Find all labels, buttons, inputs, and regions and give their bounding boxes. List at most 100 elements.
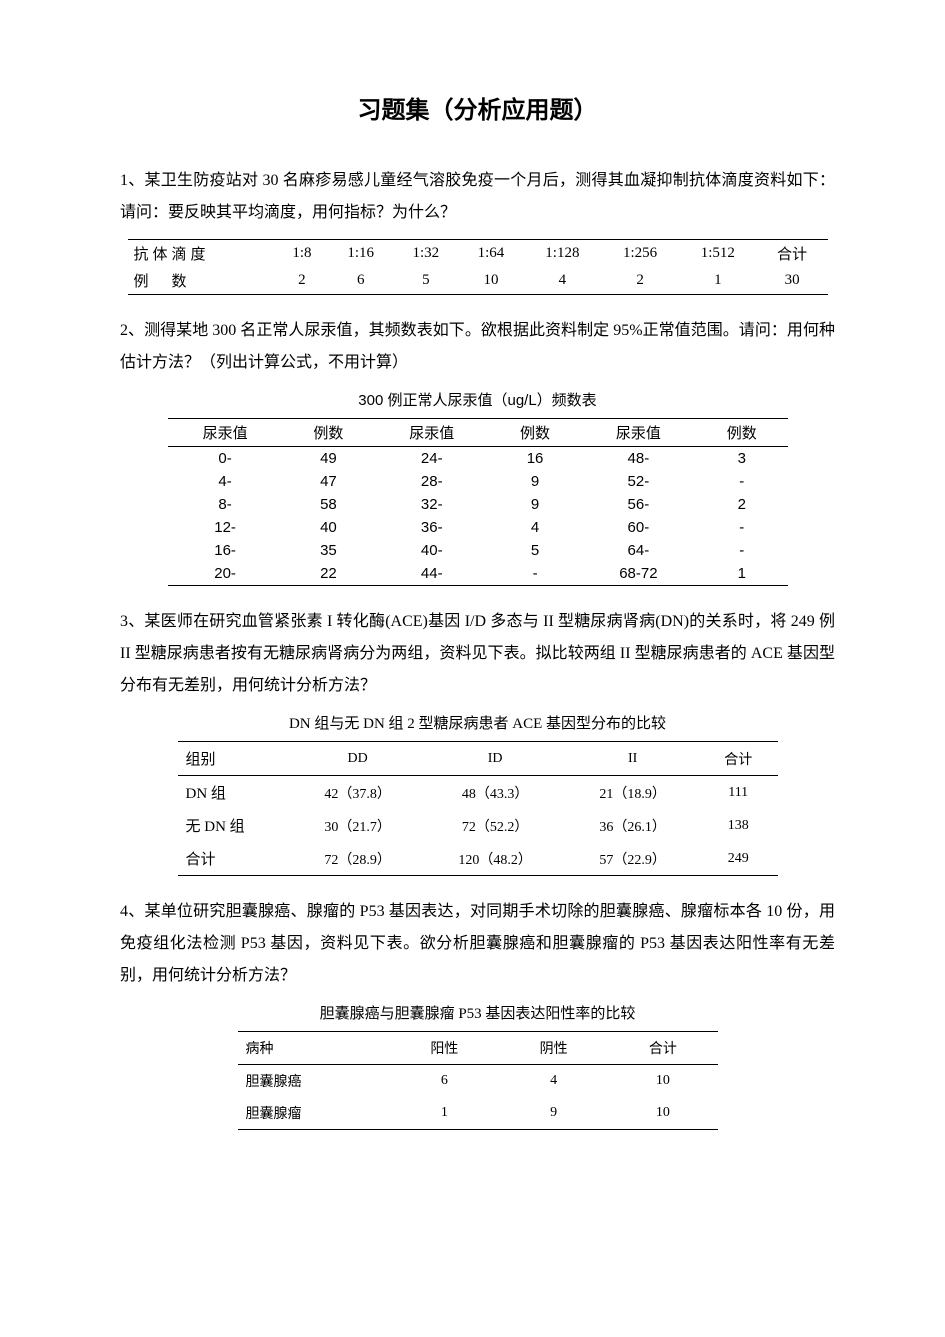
- table-3: 组别 DD ID II 合计 DN 组42（37.8）48（43.3）21（18…: [178, 741, 778, 876]
- col-header: ID: [424, 742, 566, 776]
- table-row: 抗体滴度 1:8 1:16 1:32 1:64 1:128 1:256 1:51…: [128, 240, 828, 268]
- cell: 4: [499, 1065, 608, 1098]
- cell: 1:16: [328, 240, 393, 268]
- table-row: 组别 DD ID II 合计: [178, 742, 778, 776]
- table-row: 合计72（28.9）120（48.2）57（22.9）249: [178, 842, 778, 876]
- table-2: 尿汞值 例数 尿汞值 例数 尿汞值 例数 0-4924-1648-34-4728…: [168, 418, 788, 586]
- cell: -: [696, 470, 788, 493]
- cell: 1:128: [524, 240, 602, 268]
- cell: 48（43.3）: [424, 776, 566, 810]
- col-header: 尿汞值: [168, 419, 283, 447]
- cell: 5: [393, 267, 458, 295]
- question-3-text: 3、某医师在研究血管紧张素 I 转化酶(ACE)基因 I/D 多态与 II 型糖…: [120, 606, 835, 702]
- cell: -: [696, 516, 788, 539]
- cell: 40-: [374, 539, 489, 562]
- table-4-body: 胆囊腺癌6410胆囊腺瘤1910: [238, 1065, 718, 1130]
- cell: 1:8: [276, 240, 328, 268]
- cell: 249: [699, 842, 778, 876]
- table-row: 尿汞值 例数 尿汞值 例数 尿汞值 例数: [168, 419, 788, 447]
- row-label: 胆囊腺癌: [238, 1065, 390, 1098]
- table-row: 12-4036-460--: [168, 516, 788, 539]
- cell: 35: [283, 539, 375, 562]
- cell: 44-: [374, 562, 489, 586]
- table-row: 16-3540-564--: [168, 539, 788, 562]
- cell: 48-: [581, 447, 696, 471]
- question-2-text: 2、测得某地 300 名正常人尿汞值，其频数表如下。欲根据此资料制定 95%正常…: [120, 315, 835, 379]
- cell: 24-: [374, 447, 489, 471]
- cell: 56-: [581, 493, 696, 516]
- col-header: 阴性: [499, 1032, 608, 1065]
- cell: 111: [699, 776, 778, 810]
- cell: 1:256: [601, 240, 679, 268]
- col-header: II: [566, 742, 699, 776]
- cell: 72（28.9）: [291, 842, 424, 876]
- col-header: 组别: [178, 742, 292, 776]
- col-header: 尿汞值: [581, 419, 696, 447]
- col-header: 例数: [489, 419, 581, 447]
- cell: 1: [696, 562, 788, 586]
- cell: -: [696, 539, 788, 562]
- table-3-caption: DN 组与无 DN 组 2 型糖尿病患者 ACE 基因型分布的比较: [120, 712, 835, 733]
- cell: 3: [696, 447, 788, 471]
- cell: 1:512: [679, 240, 757, 268]
- question-4-text: 4、某单位研究胆囊腺癌、腺瘤的 P53 基因表达，对同期手术切除的胆囊腺癌、腺瘤…: [120, 896, 835, 992]
- cell: 30（21.7）: [291, 809, 424, 842]
- row-label: 合计: [178, 842, 292, 876]
- cell: 1: [679, 267, 757, 295]
- table-4: 病种 阳性 阴性 合计 胆囊腺癌6410胆囊腺瘤1910: [238, 1031, 718, 1130]
- col-header: 病种: [238, 1032, 390, 1065]
- row-label: 胆囊腺瘤: [238, 1097, 390, 1130]
- cell: 120（48.2）: [424, 842, 566, 876]
- col-header: 例数: [696, 419, 788, 447]
- cell: 20-: [168, 562, 283, 586]
- col-header: 阳性: [390, 1032, 499, 1065]
- cell: 4-: [168, 470, 283, 493]
- cell: 68-72: [581, 562, 696, 586]
- cell: 0-: [168, 447, 283, 471]
- cell: 49: [283, 447, 375, 471]
- table-row: 病种 阳性 阴性 合计: [238, 1032, 718, 1065]
- question-1-text: 1、某卫生防疫站对 30 名麻疹易感儿童经气溶胶免疫一个月后，测得其血凝抑制抗体…: [120, 165, 835, 229]
- row-label: DN 组: [178, 776, 292, 810]
- table-row: 20-2244--68-721: [168, 562, 788, 586]
- table-1: 抗体滴度 1:8 1:16 1:32 1:64 1:128 1:256 1:51…: [128, 239, 828, 295]
- row-label: 无 DN 组: [178, 809, 292, 842]
- cell: 4: [489, 516, 581, 539]
- cell: 16-: [168, 539, 283, 562]
- col-header: DD: [291, 742, 424, 776]
- table-row: 无 DN 组30（21.7）72（52.2）36（26.1）138: [178, 809, 778, 842]
- table-row: 胆囊腺瘤1910: [238, 1097, 718, 1130]
- cell: 5: [489, 539, 581, 562]
- cell: 52-: [581, 470, 696, 493]
- table-2-caption: 300 例正常人尿汞值（ug/L）频数表: [120, 389, 835, 410]
- cell: 138: [699, 809, 778, 842]
- row-label: 抗体滴度: [128, 240, 276, 268]
- cell: 1:64: [458, 240, 523, 268]
- table-row: 0-4924-1648-3: [168, 447, 788, 471]
- cell: 21（18.9）: [566, 776, 699, 810]
- cell: 9: [499, 1097, 608, 1130]
- cell: 6: [328, 267, 393, 295]
- cell: 36-: [374, 516, 489, 539]
- cell: 16: [489, 447, 581, 471]
- cell: 42（37.8）: [291, 776, 424, 810]
- table-row: 8-5832-956-2: [168, 493, 788, 516]
- cell: 12-: [168, 516, 283, 539]
- document-page: 习题集（分析应用题） 1、某卫生防疫站对 30 名麻疹易感儿童经气溶胶免疫一个月…: [0, 0, 945, 1210]
- cell: 10: [608, 1065, 717, 1098]
- cell: 60-: [581, 516, 696, 539]
- cell: 57（22.9）: [566, 842, 699, 876]
- col-header: 例数: [283, 419, 375, 447]
- cell: 40: [283, 516, 375, 539]
- col-header: 合计: [608, 1032, 717, 1065]
- table-row: 胆囊腺癌6410: [238, 1065, 718, 1098]
- cell: 32-: [374, 493, 489, 516]
- cell: 2: [276, 267, 328, 295]
- table-4-caption: 胆囊腺癌与胆囊腺瘤 P53 基因表达阳性率的比较: [120, 1002, 835, 1023]
- cell: 合计: [757, 240, 828, 268]
- cell: 47: [283, 470, 375, 493]
- cell: 9: [489, 493, 581, 516]
- cell: 4: [524, 267, 602, 295]
- cell: 9: [489, 470, 581, 493]
- cell: -: [489, 562, 581, 586]
